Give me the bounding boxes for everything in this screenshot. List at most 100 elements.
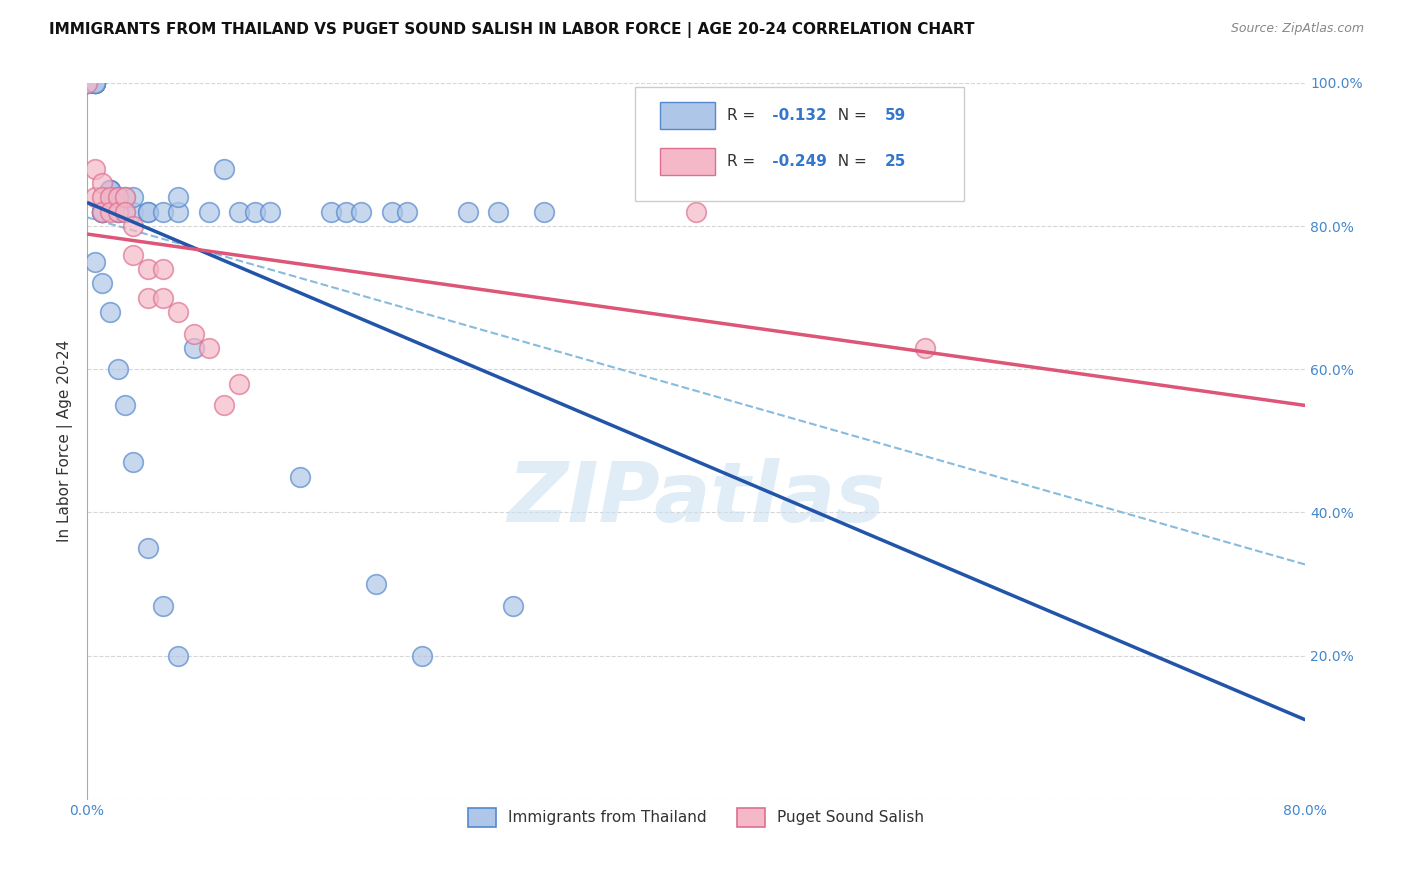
Point <box>91 204 114 219</box>
Point <box>198 204 221 219</box>
Point <box>98 204 121 219</box>
Point <box>366 577 388 591</box>
Point <box>290 469 312 483</box>
Point <box>350 204 373 219</box>
Point <box>83 255 105 269</box>
Point <box>243 204 266 219</box>
Point <box>136 291 159 305</box>
Point <box>107 190 129 204</box>
Point <box>183 326 205 341</box>
Point <box>121 248 143 262</box>
Point <box>457 204 479 219</box>
Text: -0.132: -0.132 <box>766 108 827 123</box>
Point <box>76 76 98 90</box>
Point <box>83 76 105 90</box>
Point <box>212 161 235 176</box>
Point <box>152 291 174 305</box>
Point <box>76 76 98 90</box>
FancyBboxPatch shape <box>659 148 714 176</box>
Point <box>91 204 114 219</box>
Text: 25: 25 <box>884 154 907 169</box>
Point <box>335 204 357 219</box>
Point <box>212 398 235 412</box>
FancyBboxPatch shape <box>636 87 965 201</box>
Point <box>114 204 136 219</box>
Point <box>114 190 136 204</box>
Point <box>76 76 98 90</box>
Point <box>183 341 205 355</box>
Text: -0.249: -0.249 <box>766 154 827 169</box>
Point <box>152 599 174 613</box>
Legend: Immigrants from Thailand, Puget Sound Salish: Immigrants from Thailand, Puget Sound Sa… <box>461 800 932 834</box>
Point <box>228 204 250 219</box>
Point <box>136 541 159 556</box>
Point <box>107 190 129 204</box>
Point <box>98 305 121 319</box>
Point <box>91 176 114 190</box>
Point <box>98 183 121 197</box>
Point <box>486 204 509 219</box>
Text: R =: R = <box>727 108 759 123</box>
Point <box>228 376 250 391</box>
Point <box>502 599 524 613</box>
Text: IMMIGRANTS FROM THAILAND VS PUGET SOUND SALISH IN LABOR FORCE | AGE 20-24 CORREL: IMMIGRANTS FROM THAILAND VS PUGET SOUND … <box>49 22 974 38</box>
Point <box>259 204 281 219</box>
Point <box>107 204 129 219</box>
Point <box>83 76 105 90</box>
Point <box>83 190 105 204</box>
Point <box>98 183 121 197</box>
Point <box>319 204 342 219</box>
Point <box>114 190 136 204</box>
Point <box>152 204 174 219</box>
Point <box>121 455 143 469</box>
Point <box>98 183 121 197</box>
Y-axis label: In Labor Force | Age 20-24: In Labor Force | Age 20-24 <box>58 340 73 542</box>
Point <box>91 204 114 219</box>
Point <box>83 76 105 90</box>
Point <box>136 262 159 277</box>
Point <box>76 76 98 90</box>
Point <box>395 204 418 219</box>
Text: 59: 59 <box>884 108 907 123</box>
Point <box>98 183 121 197</box>
Point <box>167 305 190 319</box>
Point <box>136 204 159 219</box>
Point <box>411 648 433 663</box>
Point <box>91 204 114 219</box>
Point <box>98 190 121 204</box>
Point <box>107 204 129 219</box>
Point <box>76 76 98 90</box>
Point <box>114 398 136 412</box>
Point <box>83 76 105 90</box>
Text: ZIPatlas: ZIPatlas <box>508 458 886 539</box>
Point <box>121 190 143 204</box>
Point <box>121 204 143 219</box>
Point <box>76 76 98 90</box>
Text: N =: N = <box>828 108 872 123</box>
Point <box>152 262 174 277</box>
Point <box>83 161 105 176</box>
Point <box>685 204 707 219</box>
Point <box>914 341 936 355</box>
Point <box>91 277 114 291</box>
Point <box>91 190 114 204</box>
Point <box>107 362 129 376</box>
Point <box>83 76 105 90</box>
Point <box>167 204 190 219</box>
Point <box>121 219 143 233</box>
Point <box>167 190 190 204</box>
Point <box>381 204 404 219</box>
Text: N =: N = <box>828 154 872 169</box>
Text: R =: R = <box>727 154 759 169</box>
Point <box>114 204 136 219</box>
Point <box>533 204 555 219</box>
FancyBboxPatch shape <box>659 102 714 128</box>
Point <box>136 204 159 219</box>
Point <box>91 204 114 219</box>
Point <box>83 76 105 90</box>
Point <box>167 648 190 663</box>
Point <box>91 204 114 219</box>
Point <box>198 341 221 355</box>
Point <box>107 204 129 219</box>
Text: Source: ZipAtlas.com: Source: ZipAtlas.com <box>1230 22 1364 36</box>
